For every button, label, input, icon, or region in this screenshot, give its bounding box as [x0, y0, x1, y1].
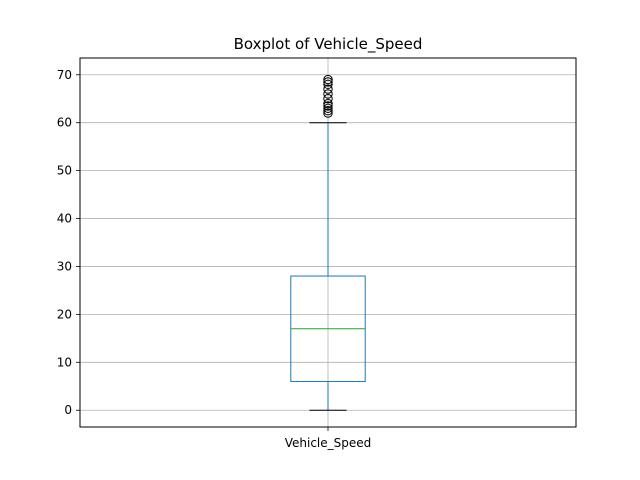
outlier-point	[323, 98, 333, 109]
y-tick-label: 60	[57, 116, 72, 130]
outlier-point	[323, 101, 333, 111]
chart-title: Boxplot of Vehicle_Speed	[234, 35, 423, 54]
outlier-point	[323, 103, 333, 114]
y-tick-label: 30	[57, 259, 72, 273]
outlier-point	[323, 89, 333, 99]
outlier-point	[323, 79, 333, 90]
outlier-point	[323, 84, 333, 94]
y-tick-label: 20	[57, 307, 72, 321]
outlier-point	[323, 106, 333, 116]
y-tick-label: 70	[57, 68, 72, 82]
x-tick-label: Vehicle_Speed	[285, 436, 372, 450]
plot-layer	[290, 74, 366, 411]
outlier-point	[323, 74, 333, 85]
outlier-point	[323, 108, 333, 118]
axis-layer: 0 10 20 30 40 50 60 70 Vehicle_Speed	[57, 68, 372, 450]
y-tick-label: 40	[57, 212, 72, 226]
y-tick-label: 0	[64, 403, 72, 417]
y-tick-label: 50	[57, 164, 72, 178]
outlier-point	[323, 77, 333, 87]
y-tick-label: 10	[57, 355, 72, 369]
outlier-point	[323, 94, 333, 104]
